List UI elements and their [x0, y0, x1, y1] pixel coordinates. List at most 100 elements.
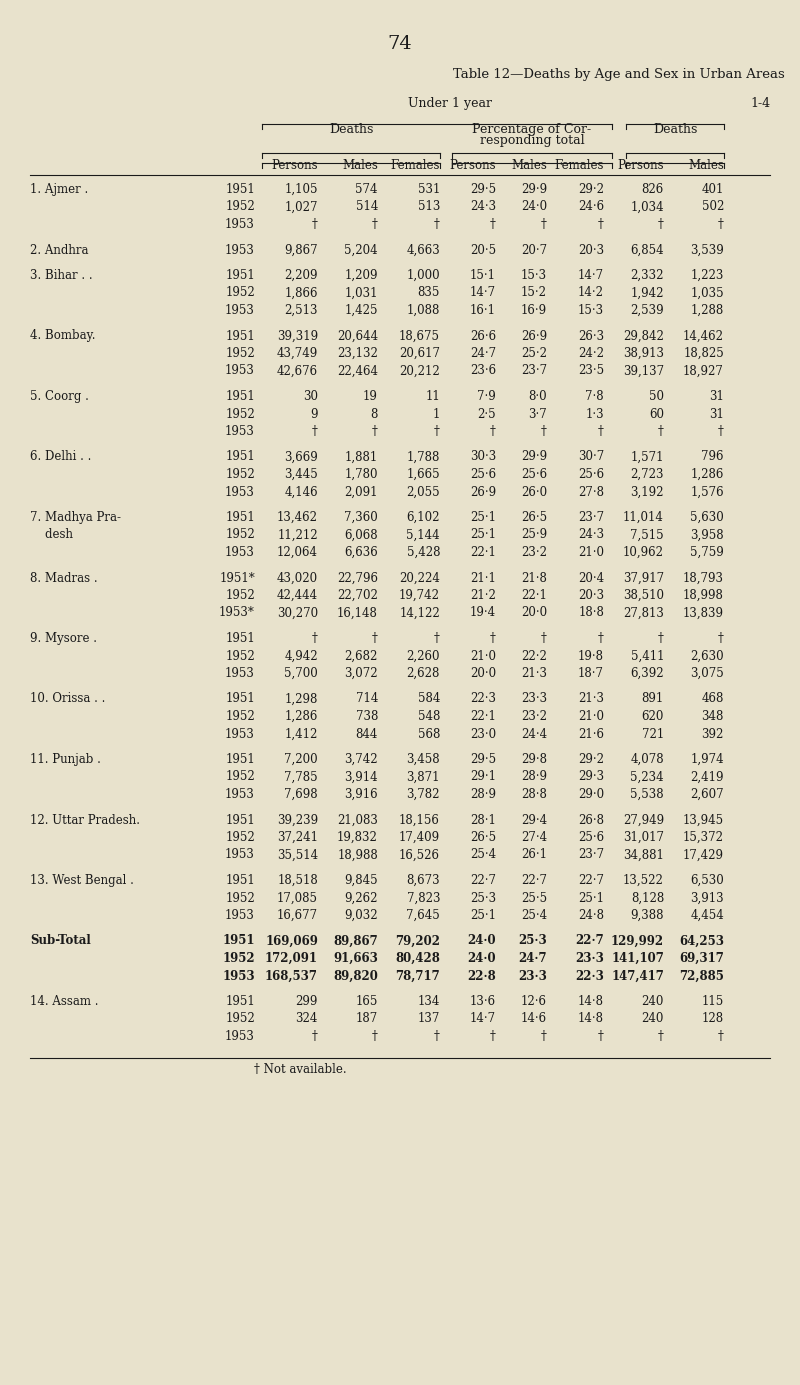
- Text: 1: 1: [433, 407, 440, 421]
- Text: 4,078: 4,078: [630, 753, 664, 766]
- Text: 1952: 1952: [226, 529, 255, 542]
- Text: †: †: [312, 632, 318, 645]
- Text: 24·3: 24·3: [470, 201, 496, 213]
- Text: 31: 31: [709, 391, 724, 403]
- Text: 1953: 1953: [225, 546, 255, 560]
- Text: †: †: [598, 425, 604, 438]
- Text: 14·7: 14·7: [470, 287, 496, 299]
- Text: 25·1: 25·1: [470, 511, 496, 524]
- Text: †: †: [658, 632, 664, 645]
- Text: 25·3: 25·3: [518, 935, 547, 947]
- Text: 1952: 1952: [226, 589, 255, 602]
- Text: 10,962: 10,962: [623, 546, 664, 560]
- Text: 24·3: 24·3: [578, 529, 604, 542]
- Text: 6,530: 6,530: [690, 874, 724, 886]
- Text: 4,663: 4,663: [406, 244, 440, 256]
- Text: 147,417: 147,417: [611, 969, 664, 982]
- Text: 1·3: 1·3: [586, 407, 604, 421]
- Text: 738: 738: [356, 711, 378, 723]
- Text: 1,286: 1,286: [690, 468, 724, 481]
- Text: 29·2: 29·2: [578, 753, 604, 766]
- Text: 26·5: 26·5: [521, 511, 547, 524]
- Text: 20·7: 20·7: [521, 244, 547, 256]
- Text: 80,428: 80,428: [395, 951, 440, 965]
- Text: 187: 187: [356, 1012, 378, 1025]
- Text: 8: 8: [370, 407, 378, 421]
- Text: 23·3: 23·3: [575, 951, 604, 965]
- Text: 39,137: 39,137: [623, 364, 664, 378]
- Text: 23,132: 23,132: [337, 348, 378, 360]
- Text: 1952: 1952: [226, 468, 255, 481]
- Text: Persons: Persons: [271, 159, 318, 172]
- Text: 1953: 1953: [225, 909, 255, 922]
- Text: 39,319: 39,319: [277, 330, 318, 342]
- Text: Deaths: Deaths: [653, 123, 697, 136]
- Text: 38,510: 38,510: [623, 589, 664, 602]
- Text: 14·8: 14·8: [578, 1012, 604, 1025]
- Text: 91,663: 91,663: [333, 951, 378, 965]
- Text: 29·9: 29·9: [521, 183, 547, 197]
- Text: 69,317: 69,317: [679, 951, 724, 965]
- Text: 23·7: 23·7: [578, 849, 604, 861]
- Text: 12,064: 12,064: [277, 546, 318, 560]
- Text: 14,122: 14,122: [399, 607, 440, 619]
- Text: 891: 891: [642, 692, 664, 705]
- Text: 1951: 1951: [226, 183, 255, 197]
- Text: 26·5: 26·5: [470, 831, 496, 843]
- Text: 16·9: 16·9: [521, 303, 547, 317]
- Text: †: †: [658, 1030, 664, 1043]
- Text: 7,823: 7,823: [406, 892, 440, 904]
- Text: 1,788: 1,788: [406, 450, 440, 464]
- Text: 348: 348: [702, 711, 724, 723]
- Text: 5,144: 5,144: [406, 529, 440, 542]
- Text: 6,068: 6,068: [344, 529, 378, 542]
- Text: 28·9: 28·9: [470, 788, 496, 801]
- Text: 2,332: 2,332: [630, 269, 664, 283]
- Text: 3,742: 3,742: [344, 753, 378, 766]
- Text: 513: 513: [418, 201, 440, 213]
- Text: 25·2: 25·2: [521, 348, 547, 360]
- Text: †: †: [541, 425, 547, 438]
- Text: †: †: [312, 217, 318, 231]
- Text: 6. Delhi . .: 6. Delhi . .: [30, 450, 91, 464]
- Text: 18,998: 18,998: [683, 589, 724, 602]
- Text: †: †: [490, 1030, 496, 1043]
- Text: 514: 514: [356, 201, 378, 213]
- Text: 24·7: 24·7: [470, 348, 496, 360]
- Text: 13·6: 13·6: [470, 994, 496, 1008]
- Text: 15,372: 15,372: [683, 831, 724, 843]
- Text: †: †: [434, 1030, 440, 1043]
- Text: 22·8: 22·8: [467, 969, 496, 982]
- Text: 3·7: 3·7: [528, 407, 547, 421]
- Text: 22,464: 22,464: [337, 364, 378, 378]
- Text: 19·8: 19·8: [578, 650, 604, 662]
- Text: †: †: [598, 217, 604, 231]
- Text: 137: 137: [418, 1012, 440, 1025]
- Text: 3,916: 3,916: [344, 788, 378, 801]
- Text: 42,676: 42,676: [277, 364, 318, 378]
- Text: 6,636: 6,636: [344, 546, 378, 560]
- Text: 2·5: 2·5: [478, 407, 496, 421]
- Text: †: †: [372, 425, 378, 438]
- Text: †: †: [372, 1030, 378, 1043]
- Text: 23·2: 23·2: [521, 546, 547, 560]
- Text: 1951: 1951: [226, 874, 255, 886]
- Text: 18,825: 18,825: [683, 348, 724, 360]
- Text: Deaths: Deaths: [329, 123, 373, 136]
- Text: 21·1: 21·1: [470, 572, 496, 584]
- Text: 568: 568: [418, 727, 440, 741]
- Text: †: †: [718, 217, 724, 231]
- Text: 16·1: 16·1: [470, 303, 496, 317]
- Text: 29·8: 29·8: [521, 753, 547, 766]
- Text: 29,842: 29,842: [623, 330, 664, 342]
- Text: 18,675: 18,675: [399, 330, 440, 342]
- Text: 1953*: 1953*: [219, 607, 255, 619]
- Text: 8·0: 8·0: [528, 391, 547, 403]
- Text: 2,723: 2,723: [630, 468, 664, 481]
- Text: 26·3: 26·3: [578, 330, 604, 342]
- Text: 5,538: 5,538: [630, 788, 664, 801]
- Text: 35,514: 35,514: [277, 849, 318, 861]
- Text: 18·8: 18·8: [578, 607, 604, 619]
- Text: 18,927: 18,927: [683, 364, 724, 378]
- Text: 1,035: 1,035: [690, 287, 724, 299]
